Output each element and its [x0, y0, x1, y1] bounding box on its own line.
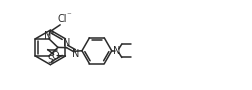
Text: S: S [47, 55, 53, 65]
Text: N: N [72, 49, 79, 59]
Text: Cl: Cl [57, 14, 67, 24]
Text: N: N [63, 38, 71, 48]
Text: O: O [51, 51, 59, 61]
Text: ⁻: ⁻ [67, 12, 71, 21]
Text: N: N [113, 46, 121, 56]
Text: +: + [50, 30, 55, 36]
Text: N: N [44, 31, 51, 41]
